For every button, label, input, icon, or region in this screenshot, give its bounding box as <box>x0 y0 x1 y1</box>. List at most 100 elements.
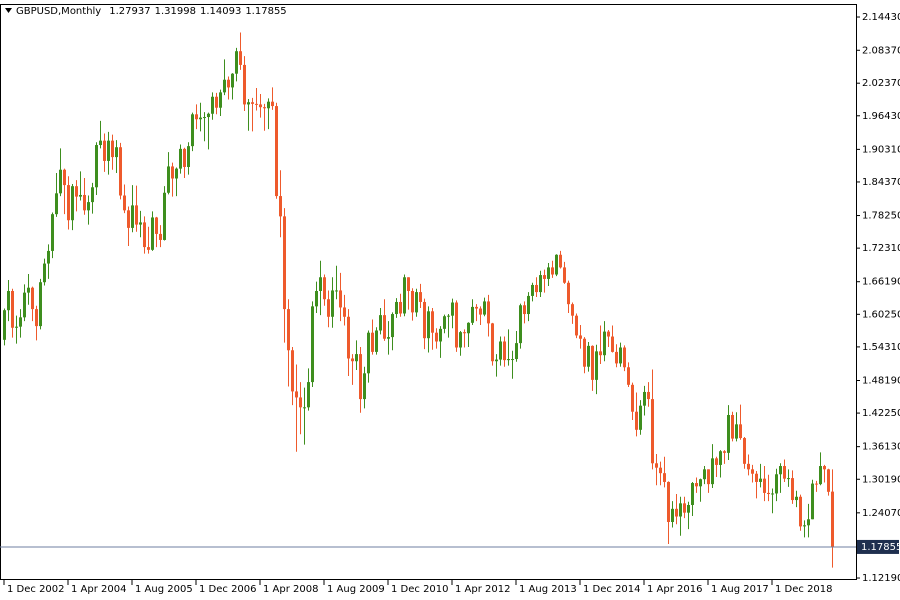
candle-body <box>99 140 102 146</box>
last-price-box <box>857 539 899 554</box>
candle-body <box>459 332 462 348</box>
candle-body <box>783 466 786 479</box>
candle-body <box>39 282 42 327</box>
candle-body <box>7 290 10 311</box>
candle-body <box>407 277 410 291</box>
candle-body <box>607 331 610 337</box>
candle-body <box>543 275 546 279</box>
candle-body <box>831 491 834 547</box>
candle-body <box>643 391 646 406</box>
candle-body <box>763 478 766 493</box>
candle-body <box>767 492 770 495</box>
candle-body <box>799 496 802 527</box>
y-tick-label: 1.96430 <box>862 111 900 122</box>
candle-body <box>431 311 434 333</box>
x-tick-label: 1 Dec 2006 <box>199 584 257 595</box>
candle-body <box>83 194 86 211</box>
candle-body <box>299 397 302 408</box>
candle-body <box>379 315 382 331</box>
candle-body <box>679 503 682 517</box>
candle-body <box>803 525 806 527</box>
candle-body <box>755 473 758 482</box>
y-tick-label: 1.78250 <box>862 211 900 222</box>
x-tick-label: 1 Apr 2004 <box>71 584 126 595</box>
x-tick-label: 1 Apr 2012 <box>455 584 510 595</box>
candle-body <box>667 481 670 523</box>
candle-body <box>375 330 378 352</box>
candle-body <box>463 332 466 334</box>
candle-body <box>291 350 294 392</box>
candle-body <box>103 140 106 161</box>
chart-title: GBPUSD,Monthly <box>16 6 101 17</box>
candle-body <box>251 102 254 104</box>
candle-body <box>327 299 330 317</box>
candle-body <box>539 275 542 293</box>
candle-body <box>395 301 398 315</box>
candle-body <box>195 114 198 120</box>
candle-body <box>243 64 246 105</box>
x-tick-label: 1 Aug 2005 <box>135 584 193 595</box>
candle-body <box>691 483 694 505</box>
candle-body <box>611 336 614 352</box>
candle-body <box>503 341 506 361</box>
candle-body <box>347 316 350 359</box>
candle-body <box>403 277 406 314</box>
candle-body <box>283 216 286 310</box>
candle-body <box>247 102 250 105</box>
candle-body <box>383 315 386 339</box>
candle-body <box>595 351 598 380</box>
candle-body <box>179 148 182 169</box>
candle-body <box>75 186 78 197</box>
candle-body <box>511 359 514 361</box>
candle-body <box>127 210 130 228</box>
candle-body <box>751 469 754 474</box>
candle-body <box>147 247 150 250</box>
candle-body <box>567 282 570 305</box>
candle-body <box>591 345 594 380</box>
candle-body <box>627 367 630 385</box>
plot-frame <box>0 4 857 580</box>
x-tick-label: 1 Dec 2018 <box>775 584 833 595</box>
candle-body <box>563 267 566 283</box>
candle-body <box>315 290 318 307</box>
y-tick-label: 2.02370 <box>862 78 900 89</box>
candle-body <box>523 305 526 315</box>
candle-body <box>67 185 70 221</box>
y-tick-label: 2.14430 <box>862 12 900 23</box>
candle-body <box>211 96 214 114</box>
candle-body <box>707 469 710 485</box>
candle-body <box>331 290 334 317</box>
candle-body <box>615 351 618 364</box>
candle-body <box>471 306 474 323</box>
candle-body <box>827 469 830 492</box>
candle-body <box>555 254 558 275</box>
candle-body <box>31 287 34 310</box>
x-tick-label: 1 Aug 2009 <box>327 584 385 595</box>
candle-body <box>619 347 622 364</box>
candle-body <box>723 451 726 453</box>
x-tick-label: 1 Dec 2014 <box>583 584 641 595</box>
x-tick-label: 1 Dec 2002 <box>7 584 65 595</box>
candle-body <box>11 290 14 328</box>
candle-body <box>199 117 202 120</box>
candle-body <box>175 168 178 179</box>
candle-body <box>279 196 282 217</box>
candle-body <box>659 467 662 474</box>
candle-body <box>111 140 114 158</box>
chart-header: GBPUSD,Monthly 1.27937 1.31998 1.14093 1.178… <box>16 6 287 17</box>
candle-body <box>399 301 402 314</box>
candle-body <box>487 301 490 324</box>
candle-body <box>559 254 562 268</box>
candle-body <box>143 222 146 248</box>
candle-body <box>215 96 218 108</box>
candle-body <box>27 287 30 293</box>
candle-body <box>451 302 454 316</box>
candle-body <box>663 473 666 482</box>
candle-body <box>587 345 590 367</box>
candle-body <box>363 373 366 400</box>
candle-body <box>267 101 270 109</box>
candle-body <box>23 292 26 318</box>
candle-body <box>271 101 274 107</box>
